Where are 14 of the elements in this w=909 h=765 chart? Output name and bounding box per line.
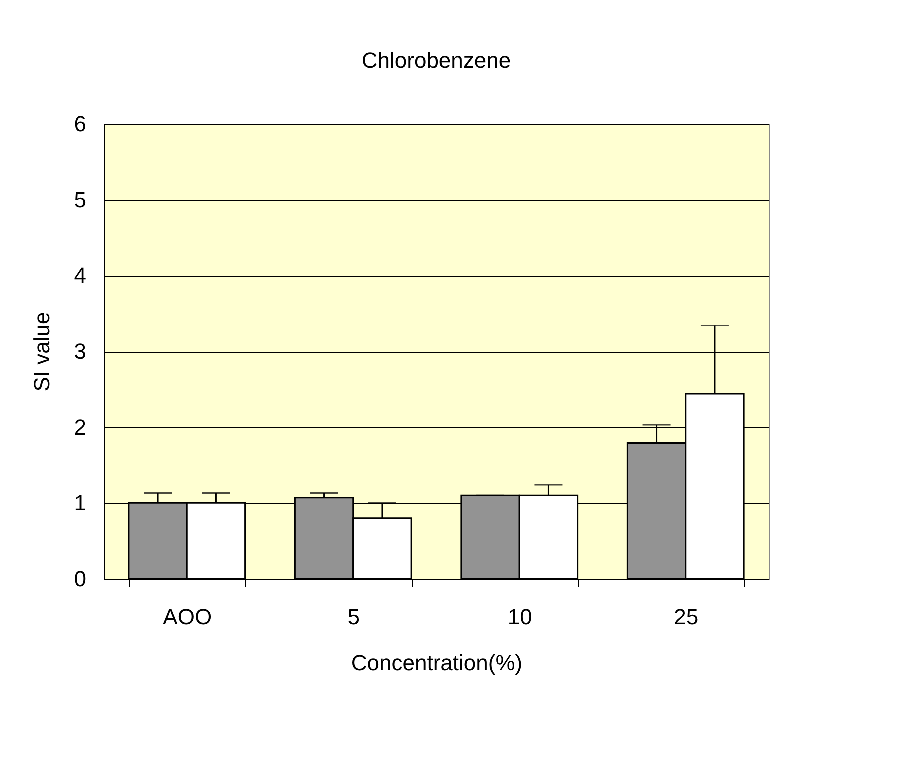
y-tick-label: 2	[74, 414, 86, 440]
chart-title: Chlorobenzene	[362, 48, 512, 73]
y-axis-title: SI value	[29, 312, 54, 392]
y-tick-label: 0	[74, 566, 86, 592]
y-tick-label: 1	[74, 490, 86, 516]
x-tick-label: 5	[348, 604, 360, 630]
x-axis-title: Concentration(%)	[351, 650, 523, 676]
x-tick-label: AOO	[163, 604, 212, 630]
y-tick-label: 6	[74, 112, 86, 136]
y-tick-label: 5	[74, 187, 86, 212]
x-tick-label: 10	[508, 604, 532, 630]
y-tick-label: 3	[74, 339, 86, 364]
y-tick-label: 4	[74, 263, 86, 288]
x-tick-label: 25	[674, 604, 699, 630]
